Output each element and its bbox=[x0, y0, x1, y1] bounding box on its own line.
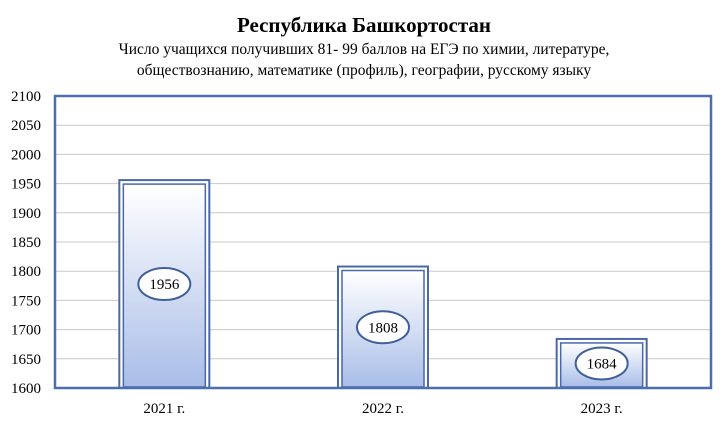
y-tick-label: 1700 bbox=[11, 323, 41, 339]
y-tick-label: 1800 bbox=[11, 264, 41, 280]
x-tick-label: 2021 г. bbox=[143, 401, 185, 417]
chart-title: Республика Башкортостан bbox=[237, 13, 491, 37]
y-tick-label: 1650 bbox=[11, 352, 41, 368]
y-tick-label: 1750 bbox=[11, 293, 41, 309]
data-label-bubble bbox=[356, 310, 410, 345]
data-label-bubble bbox=[574, 346, 629, 381]
y-tick-label: 2000 bbox=[11, 147, 41, 163]
y-tick-label: 1950 bbox=[11, 177, 41, 193]
data-label: 1808 bbox=[368, 320, 398, 336]
data-label: 1684 bbox=[587, 356, 618, 372]
y-tick-label: 1600 bbox=[11, 381, 41, 397]
x-tick-label: 2023 г. bbox=[581, 401, 623, 417]
bars: 1956 1808 1684 bbox=[118, 179, 648, 390]
data-label-bubble bbox=[137, 267, 192, 302]
y-tick-label: 1900 bbox=[11, 206, 41, 222]
y-tick-label: 1850 bbox=[11, 235, 41, 251]
x-axis: 2021 г. 2022 г. 2023 г. bbox=[143, 401, 622, 417]
chart-subtitle-line-2: обществознанию, математике (профиль), ге… bbox=[137, 62, 591, 79]
x-tick-label: 2022 г. bbox=[362, 401, 404, 417]
y-tick-label: 2050 bbox=[11, 118, 41, 134]
y-tick-label: 2100 bbox=[11, 89, 41, 105]
y-axis: 1600 1650 1700 1750 1800 1850 1900 1950 2000 2050… bbox=[11, 89, 41, 397]
plot-area-border bbox=[53, 94, 713, 390]
data-label: 1956 bbox=[149, 277, 180, 293]
chart-subtitle-line-1: Число учащихся получивших 81- 99 баллов … bbox=[119, 41, 610, 58]
